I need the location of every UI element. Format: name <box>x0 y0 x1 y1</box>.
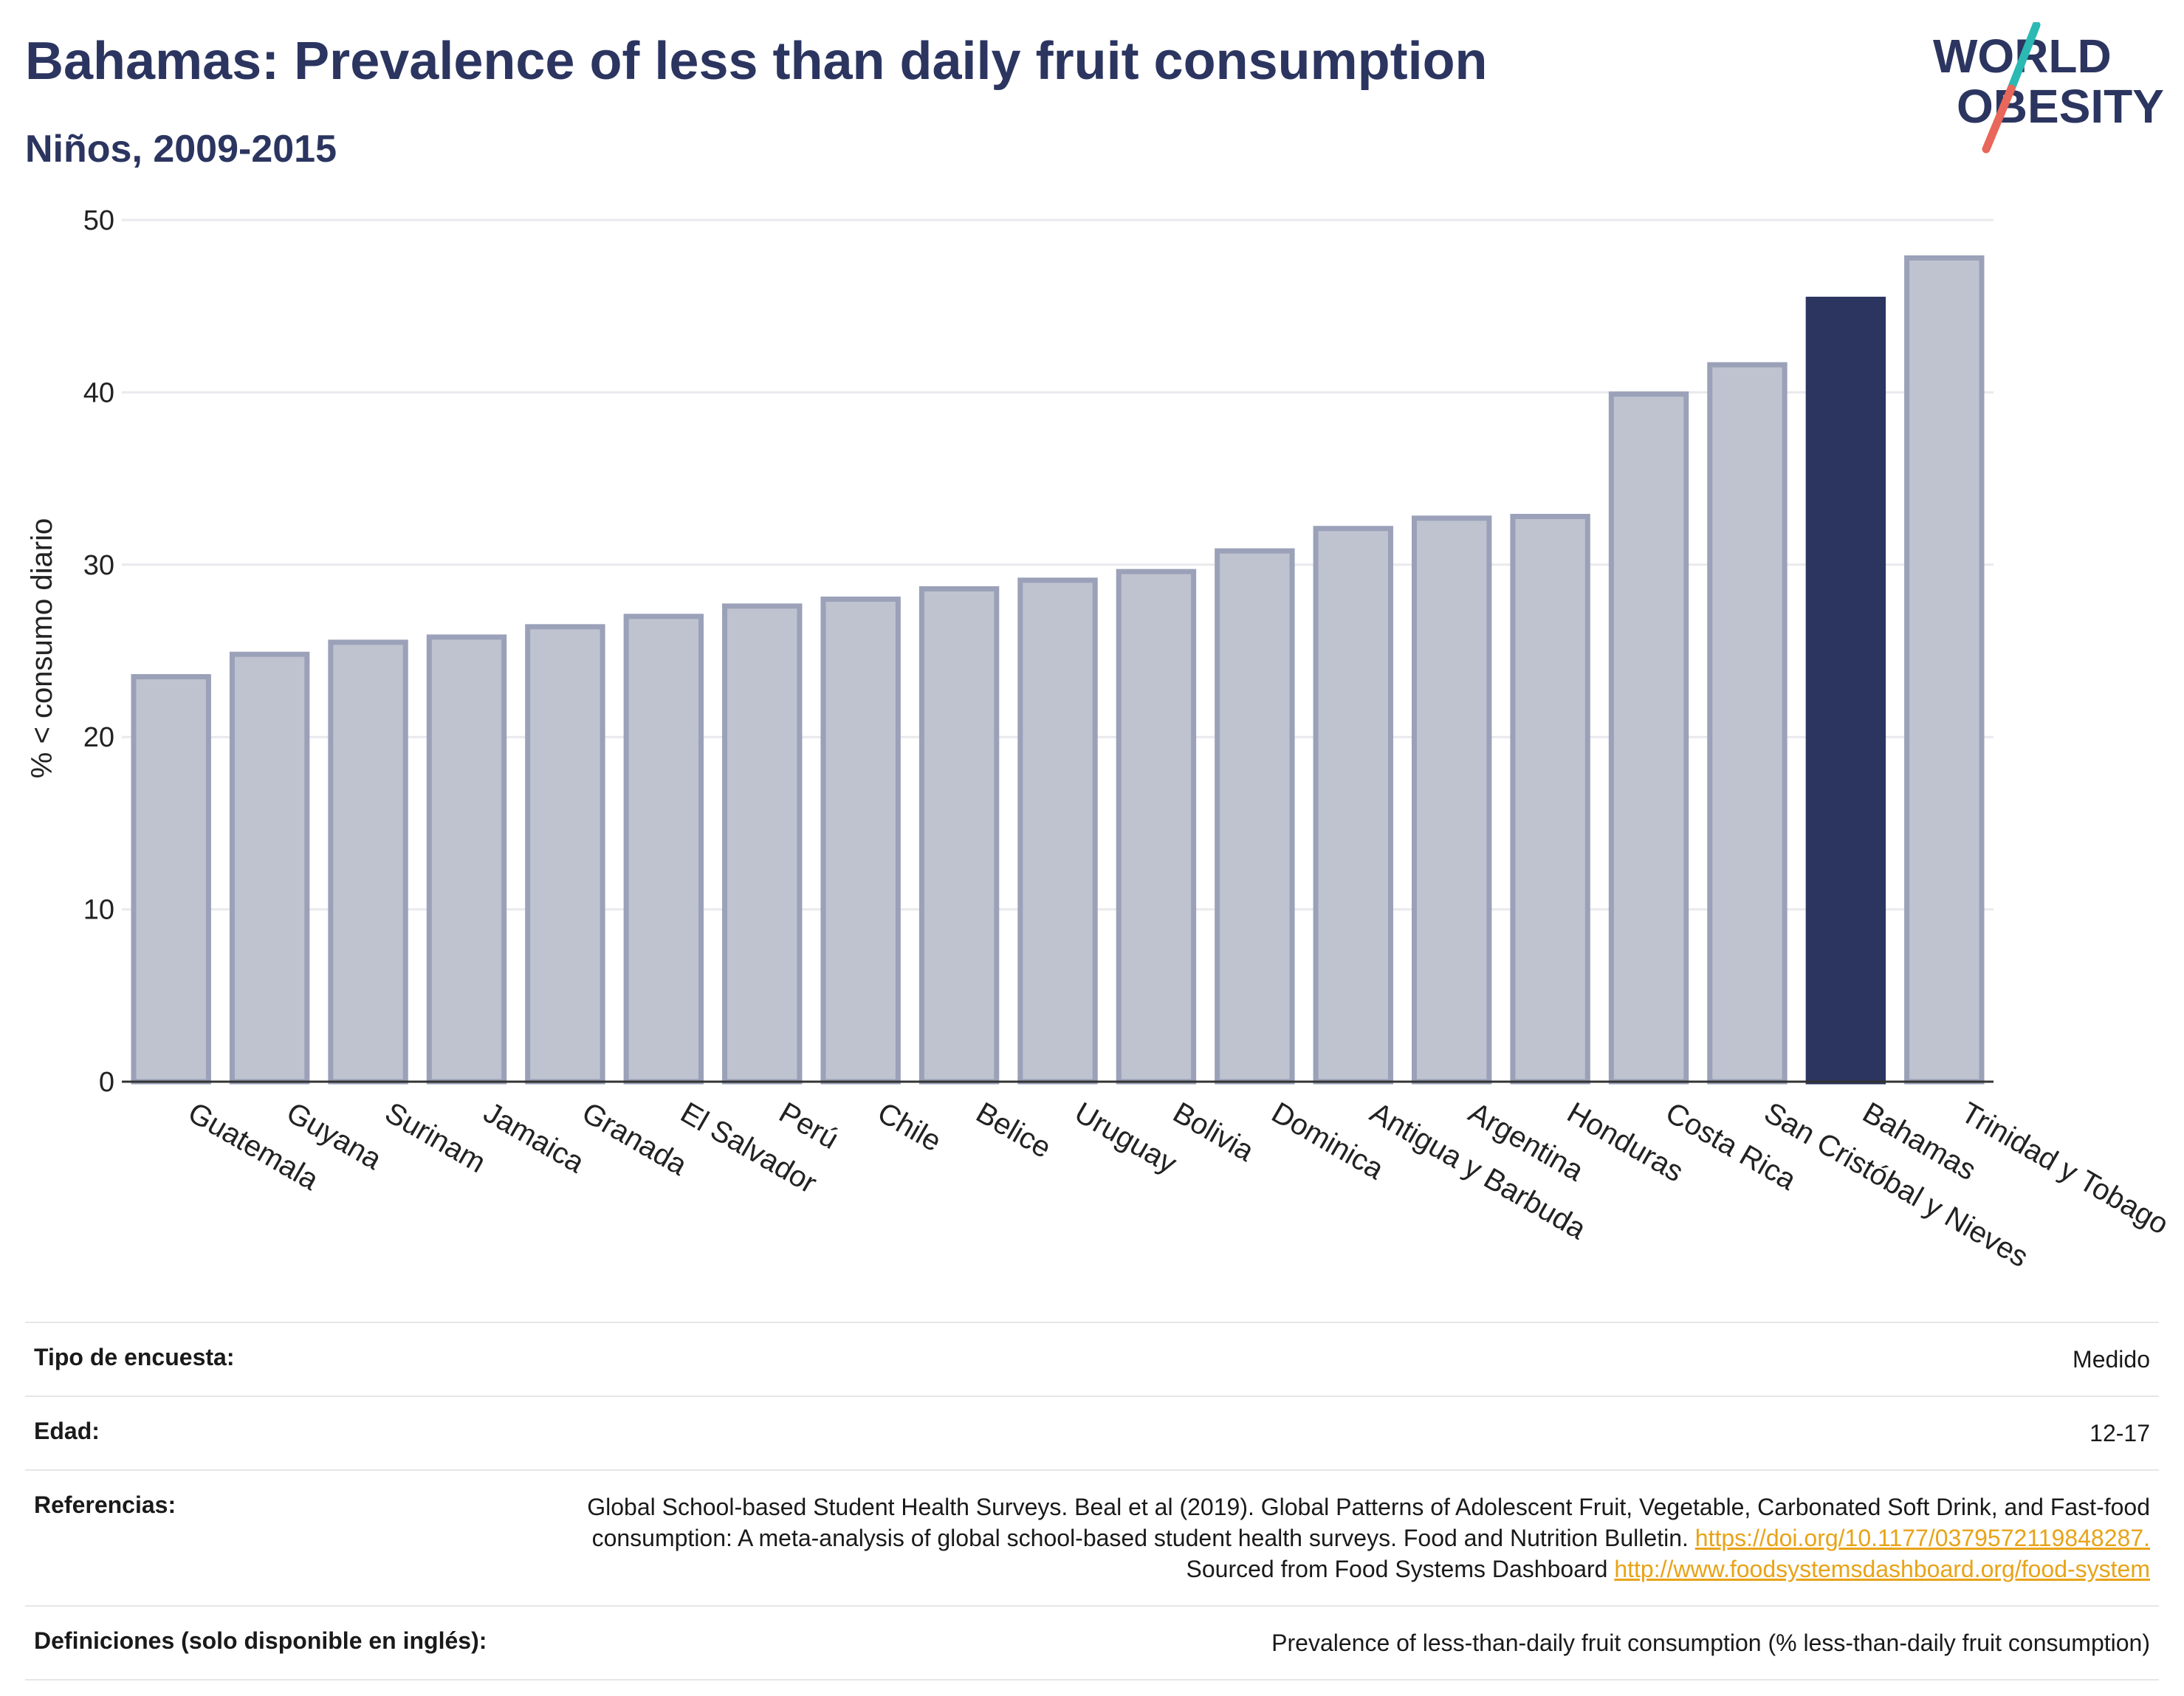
bar-bahamas <box>1805 296 1886 1085</box>
x-tick-label: Jamaica <box>478 1096 590 1180</box>
bar-bolivia <box>1116 569 1197 1085</box>
x-tick-label: Chile <box>872 1096 947 1158</box>
meta-row-definitions: Definiciones (solo disponible en inglés)… <box>25 1605 2159 1680</box>
y-tick-label: 50 <box>83 205 114 236</box>
bar-guatemala <box>131 674 211 1085</box>
bar-honduras <box>1510 513 1590 1085</box>
chart-title: Bahamas: Prevalence of less than daily f… <box>25 32 1488 91</box>
y-axis-label: % < consumo diario <box>26 518 58 778</box>
bar-per- <box>722 603 803 1085</box>
age-value: 12-17 <box>2089 1420 2150 1446</box>
meta-row-survey-type: Tipo de encuesta: Medido <box>25 1322 2159 1395</box>
y-tick-label: 40 <box>83 377 114 408</box>
bar-surinam <box>328 639 408 1085</box>
x-tick-label: Dominica <box>1266 1096 1390 1187</box>
references-text-2: Sourced from Food Systems Dashboard <box>1186 1556 1615 1582</box>
y-tick-label: 0 <box>99 1067 114 1098</box>
meta-row-references: Referencias: Global School-based Student… <box>25 1469 2159 1605</box>
references-value: Global School-based Student Health Surve… <box>540 1491 2150 1585</box>
references-text-1: Global School-based Student Health Surve… <box>587 1494 2150 1551</box>
logo-text-obesity: OBESITY <box>1957 80 2164 133</box>
definitions-label: Definiciones (solo disponible en inglés)… <box>34 1627 487 1654</box>
x-tick-label: Surinam <box>380 1096 491 1180</box>
survey-type-value: Medido <box>2073 1346 2150 1373</box>
y-tick-label: 20 <box>83 722 114 753</box>
bar-san-crist-bal-y-nieves <box>1707 362 1788 1085</box>
bar-trinidad-y-tobago <box>1904 255 1985 1085</box>
bar-chart: 01020304050GuatemalaGuyanaSurinamJamaica… <box>26 205 2174 1274</box>
bar-argentina <box>1411 515 1492 1085</box>
definitions-value: Prevalence of less-than-daily fruit cons… <box>1271 1630 2150 1656</box>
x-tick-label: Uruguay <box>1069 1096 1182 1181</box>
x-tick-label: Perú <box>774 1096 844 1156</box>
x-tick-label: Belice <box>971 1096 1057 1165</box>
doi-link[interactable]: https://doi.org/10.1177/0379572119848287… <box>1694 1525 2150 1551</box>
bar-antigua-y-barbuda <box>1313 526 1393 1085</box>
y-tick-label: 10 <box>83 895 114 926</box>
logo-slash-coral <box>1982 84 2016 154</box>
x-tick-label: Granada <box>577 1096 693 1182</box>
bar-dominica <box>1215 548 1295 1085</box>
bar-costa-rica <box>1608 391 1689 1085</box>
chart-subtitle: Niños, 2009-2015 <box>25 128 337 171</box>
bars-layer <box>131 255 1985 1085</box>
world-obesity-logo: WORLD OBESITY <box>1933 22 2164 154</box>
x-tick-label: Bolivia <box>1167 1096 1260 1168</box>
meta-row-age: Edad: 12-17 <box>25 1395 2159 1469</box>
bar-chile <box>820 596 901 1085</box>
survey-type-label: Tipo de encuesta: <box>34 1344 235 1370</box>
bar-guyana <box>229 651 310 1085</box>
bar-uruguay <box>1017 577 1098 1085</box>
logo-slash-teal <box>2007 22 2041 93</box>
food-systems-link[interactable]: http://www.foodsystemsdashboard.org/food… <box>1614 1556 2150 1582</box>
bar-el-salvador <box>623 614 704 1085</box>
bar-granada <box>525 624 605 1085</box>
bar-jamaica <box>426 634 507 1085</box>
references-label: Referencias: <box>34 1491 176 1518</box>
age-label: Edad: <box>34 1418 100 1444</box>
bar-belice <box>918 586 1000 1085</box>
y-tick-label: 30 <box>83 550 114 581</box>
metadata-table: Tipo de encuesta: Medido Edad: 12-17 Ref… <box>25 1322 2159 1680</box>
